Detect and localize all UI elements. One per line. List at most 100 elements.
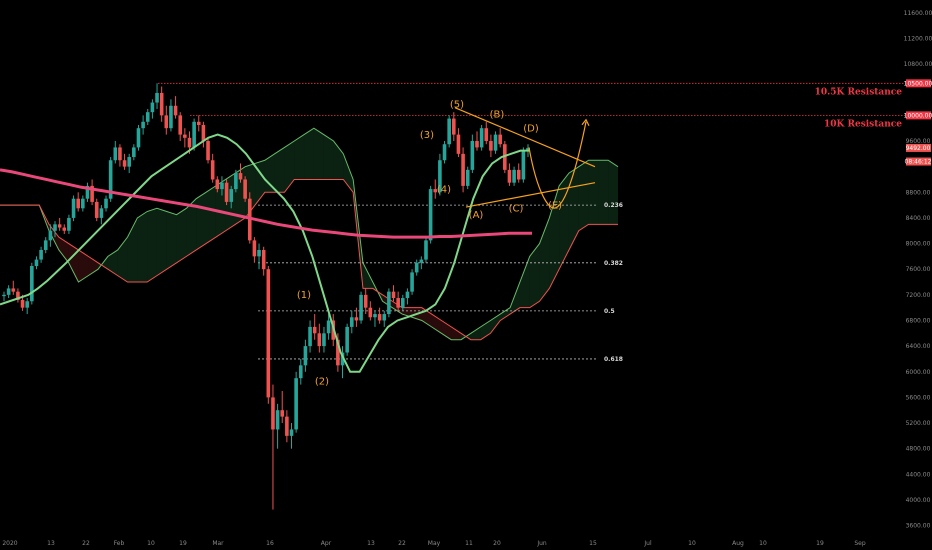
- time-axis[interactable]: 2020 13 22 Feb 10 19 Mar 16 Apr 13 22 May 11 20 Jun 15 J…: [2, 540, 865, 547]
- wave-label: (4): [437, 184, 451, 195]
- candle-body: [354, 317, 359, 321]
- resistance-price-badge: [906, 79, 931, 88]
- candle-body: [526, 147, 530, 151]
- candle-body: [493, 134, 498, 151]
- resistance-lines: 10.5K Resistance 10K Resistance: [158, 82, 905, 129]
- candle-body: [34, 259, 39, 266]
- candle-body: [206, 141, 210, 161]
- candle-body: [141, 121, 145, 129]
- candle-body: [99, 208, 104, 218]
- candle-body: [271, 397, 275, 430]
- cloud-segment: [156, 208, 167, 276]
- candle-body: [521, 150, 526, 180]
- x-tick-label: 16: [266, 540, 274, 547]
- cloud-segment: [313, 128, 324, 180]
- x-tick-label: 19: [816, 540, 824, 547]
- candle-body: [234, 173, 238, 190]
- y-tick-label: 10500.00: [904, 80, 932, 87]
- y-tick-label: 08:46:12: [905, 159, 932, 166]
- candle-body: [150, 102, 155, 113]
- moving-averages: [0, 133, 532, 373]
- candle-body: [294, 378, 298, 430]
- candle-body: [452, 118, 456, 135]
- cloud-segment: [529, 243, 540, 308]
- cloud-segment: [588, 160, 599, 225]
- candle-body: [127, 157, 132, 167]
- candle-body: [349, 317, 354, 327]
- price-axis[interactable]: 11600.00 11200.00 10800.00 10500.00 10000.00…: [904, 0, 932, 550]
- candle-body: [275, 410, 280, 430]
- y-tick-label: 6000.00: [906, 369, 931, 376]
- candle-body: [326, 320, 331, 334]
- wave-label: (E): [548, 200, 562, 211]
- candle-body: [118, 147, 122, 161]
- wave-label: (B): [490, 109, 505, 120]
- candle-body: [169, 105, 173, 129]
- cloud-segment: [451, 326, 462, 340]
- candle-body: [447, 118, 451, 145]
- y-tick-label: 5600.00: [906, 394, 931, 401]
- x-tick-label: 10: [688, 540, 696, 547]
- y-tick-label: 5200.00: [906, 420, 931, 427]
- cloud-segment: [510, 282, 520, 315]
- candle-body: [25, 301, 29, 308]
- y-tick-label: 11200.00: [904, 35, 932, 42]
- candle-body: [67, 217, 71, 231]
- y-tick-label: 6400.00: [906, 343, 931, 350]
- triangle-pattern: [454, 107, 596, 209]
- candle-body: [396, 298, 400, 308]
- candle-body: [377, 314, 382, 321]
- cloud-segment: [578, 160, 589, 231]
- y-tick-label: 4400.00: [906, 471, 931, 478]
- candle-body: [308, 326, 312, 347]
- candle-body: [410, 272, 414, 292]
- candle-body: [132, 147, 136, 158]
- candle-body: [303, 346, 308, 366]
- cloud-segment: [608, 160, 618, 225]
- x-tick-label: 10: [759, 540, 767, 547]
- cloud-segment: [245, 163, 256, 218]
- candle-body: [196, 121, 201, 125]
- candle-body: [113, 147, 118, 161]
- candle-body: [201, 124, 206, 142]
- x-tick-label: Mar: [212, 540, 224, 547]
- candle-body: [470, 141, 475, 170]
- candle-body: [414, 262, 419, 273]
- ma-long-line: [0, 168, 532, 239]
- candle-body: [62, 227, 67, 231]
- cloud-segment: [78, 249, 89, 283]
- x-tick-label: Sep: [854, 540, 866, 547]
- candle-body: [85, 185, 90, 199]
- candle-body: [465, 169, 470, 186]
- triangle-lower-line: [465, 182, 596, 208]
- x-tick-label: 10: [147, 540, 155, 547]
- candle-body: [108, 160, 113, 199]
- x-tick-label: 15: [589, 540, 597, 547]
- candle-body: [183, 134, 187, 138]
- candle-body: [312, 326, 317, 334]
- cloud-segment: [441, 320, 452, 340]
- candle-body: [20, 299, 25, 308]
- cloud-segment: [274, 147, 285, 193]
- candle-body: [498, 134, 502, 145]
- ma-short-line: [0, 133, 530, 373]
- candle-body: [442, 144, 447, 161]
- elliott-wave-labels: (1) (2) (3) (4) (5) (A) (B) (C) (D) (E): [297, 100, 562, 388]
- candle-body: [340, 352, 345, 366]
- cloud-leading-span-a: [0, 127, 619, 341]
- candle-body: [391, 291, 396, 299]
- candle-body: [187, 137, 192, 148]
- cloud-segment: [431, 314, 442, 334]
- candle-body: [243, 179, 247, 199]
- last-price-badge: [906, 143, 931, 152]
- y-tick-label: 9492.00: [906, 145, 931, 152]
- wave-label: (1): [297, 290, 311, 301]
- candle-body: [210, 160, 215, 180]
- candle-body: [400, 298, 405, 308]
- candle-body: [136, 128, 141, 148]
- y-tick-label: 8400.00: [906, 215, 931, 222]
- candle-body: [512, 169, 516, 183]
- cloud-segment: [559, 173, 569, 270]
- last-price-badge: [906, 157, 931, 166]
